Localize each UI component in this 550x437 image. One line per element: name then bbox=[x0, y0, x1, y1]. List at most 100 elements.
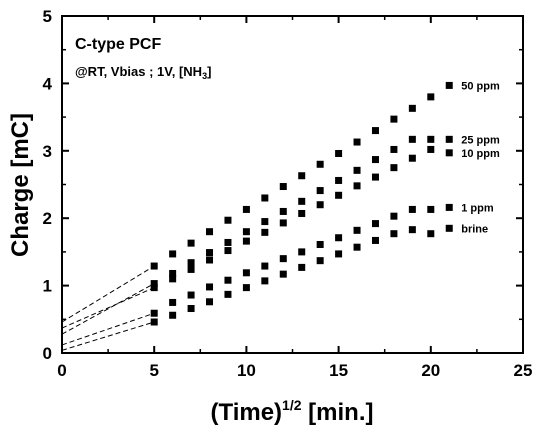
y-tick-label: 4 bbox=[43, 74, 53, 93]
data-point bbox=[408, 104, 416, 112]
data-point bbox=[371, 127, 379, 135]
y-tick-label: 2 bbox=[43, 209, 52, 228]
data-point bbox=[261, 262, 269, 270]
axis-ticks bbox=[61, 15, 524, 354]
data-point bbox=[316, 187, 324, 195]
data-point bbox=[408, 226, 416, 234]
data-point bbox=[335, 234, 343, 242]
data-point bbox=[169, 298, 177, 306]
data-point bbox=[187, 239, 195, 247]
data-point bbox=[353, 226, 361, 234]
series-label: 25 ppm bbox=[461, 134, 500, 146]
data-point bbox=[242, 269, 250, 277]
data-point bbox=[390, 115, 398, 123]
annotation-conditions: @RT, Vbias ; 1V, [NH3] bbox=[75, 64, 211, 81]
data-point bbox=[261, 218, 269, 226]
data-point bbox=[427, 145, 435, 153]
series-label: 10 ppm bbox=[461, 148, 500, 160]
data-point bbox=[279, 183, 287, 191]
x-axis-title: (Time)1/2 [min.] bbox=[210, 397, 373, 426]
data-point bbox=[408, 154, 416, 162]
data-point bbox=[445, 203, 453, 211]
data-point bbox=[150, 284, 158, 292]
data-point bbox=[371, 220, 379, 228]
data-point bbox=[279, 219, 287, 227]
data-point bbox=[298, 263, 306, 271]
data-point bbox=[316, 257, 324, 265]
data-point bbox=[279, 270, 287, 278]
data-point bbox=[261, 228, 269, 236]
data-point bbox=[206, 298, 214, 306]
data-point bbox=[371, 173, 379, 181]
data-point bbox=[445, 149, 453, 157]
y-tick-label: 3 bbox=[43, 142, 52, 161]
data-point bbox=[206, 249, 214, 257]
data-point bbox=[261, 277, 269, 285]
data-point bbox=[150, 262, 158, 270]
data-point bbox=[353, 138, 361, 146]
y-tick-label: 0 bbox=[43, 344, 52, 363]
data-point bbox=[427, 205, 435, 213]
x-tick-label: 15 bbox=[329, 361, 348, 380]
data-point bbox=[279, 207, 287, 215]
y-axis-title: Charge [mC] bbox=[7, 113, 34, 257]
data-point bbox=[206, 256, 214, 264]
data-point bbox=[150, 280, 158, 288]
data-point bbox=[316, 201, 324, 209]
data-point bbox=[224, 247, 232, 255]
data-point bbox=[316, 160, 324, 168]
data-point bbox=[298, 172, 306, 180]
data-point bbox=[371, 156, 379, 164]
data-point bbox=[298, 209, 306, 217]
data-point bbox=[353, 166, 361, 174]
data-point bbox=[427, 93, 435, 101]
series-label: brine bbox=[461, 223, 488, 235]
data-point bbox=[390, 145, 398, 153]
data-point bbox=[169, 275, 177, 283]
data-point bbox=[390, 212, 398, 220]
data-point bbox=[169, 311, 177, 319]
y-tick-label: 1 bbox=[43, 277, 52, 296]
data-point bbox=[445, 135, 453, 143]
data-point bbox=[150, 318, 158, 326]
annotation-title: C-type PCF bbox=[75, 36, 161, 53]
data-point bbox=[445, 81, 453, 89]
data-point bbox=[187, 291, 195, 299]
data-point bbox=[187, 305, 195, 313]
extrapolation-lines bbox=[61, 265, 155, 351]
data-point bbox=[206, 283, 214, 291]
data-point bbox=[408, 135, 416, 143]
data-point bbox=[445, 224, 453, 232]
data-point bbox=[427, 135, 435, 143]
x-tick-label: 20 bbox=[421, 361, 440, 380]
data-point bbox=[187, 259, 195, 267]
axis-tick-labels: 0 5 10 15 20 25 0 1 2 3 4 5 bbox=[43, 7, 533, 380]
data-point bbox=[335, 250, 343, 258]
x-tick-label: 0 bbox=[57, 361, 66, 380]
data-point bbox=[408, 205, 416, 213]
data-point bbox=[353, 243, 361, 251]
data-point bbox=[169, 250, 177, 258]
data-point bbox=[279, 255, 287, 263]
data-point bbox=[150, 309, 158, 317]
annotation-close-bracket: ] bbox=[207, 64, 211, 79]
data-point bbox=[371, 236, 379, 244]
data-point bbox=[169, 269, 177, 277]
data-point bbox=[390, 164, 398, 172]
data-point bbox=[298, 248, 306, 256]
data-point bbox=[206, 228, 214, 236]
data-point bbox=[390, 230, 398, 238]
data-point bbox=[335, 191, 343, 199]
x-axis-title-superscript: 1/2 bbox=[282, 397, 302, 413]
data-point bbox=[224, 238, 232, 246]
data-point bbox=[261, 194, 269, 202]
data-point bbox=[335, 176, 343, 184]
series-label: 50 ppm bbox=[461, 80, 500, 92]
x-tick-label: 10 bbox=[237, 361, 256, 380]
data-point bbox=[242, 205, 250, 213]
data-point bbox=[335, 149, 343, 157]
data-point bbox=[298, 197, 306, 205]
extrapolation-line bbox=[61, 265, 155, 323]
data-point bbox=[242, 228, 250, 236]
